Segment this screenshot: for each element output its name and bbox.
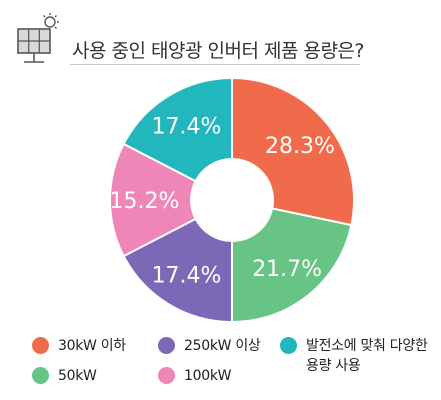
- legend-swatch-250kw: [158, 337, 175, 354]
- legend-item-100kw: 100kW: [158, 366, 231, 386]
- slice-various: [122, 76, 233, 183]
- legend-item-50kw: 50kW: [32, 366, 97, 386]
- data-label-30kw: 28.3%: [265, 134, 335, 159]
- legend-item-30kw: 30kW 이하: [32, 336, 126, 356]
- solar-panel-icon: [17, 13, 59, 63]
- legend-swatch-30kw: [32, 337, 49, 354]
- slice-50kw: [231, 207, 353, 324]
- data-label-50kw: 21.7%: [252, 257, 322, 282]
- legend-label-various: 발전소에 맞춰 다양한 용량 사용: [306, 338, 428, 374]
- data-label-various: 17.4%: [152, 114, 222, 139]
- donut-chart: 28.3% 21.7% 17.4% 15.2% 17.4%: [109, 76, 355, 324]
- slice-30kw: [231, 76, 355, 227]
- legend-swatch-various: [280, 337, 297, 354]
- legend-item-various: 발전소에 맞춰 다양한 용량 사용: [280, 336, 430, 376]
- chart-header: 사용 중인 태양광 인버터 제품 용량은?: [14, 12, 434, 72]
- legend-swatch-50kw: [32, 367, 49, 384]
- legend-label-30kw: 30kW 이하: [58, 338, 126, 354]
- legend-label-250kw: 250kW 이상: [184, 338, 261, 354]
- legend-label-50kw: 50kW: [58, 368, 97, 384]
- data-label-100kw: 15.2%: [110, 189, 180, 214]
- slice-250kw: [122, 217, 233, 324]
- title-underline: [70, 64, 360, 65]
- chart-title: 사용 중인 태양광 인버터 제품 용량은?: [72, 40, 364, 62]
- legend-label-100kw: 100kW: [184, 368, 232, 384]
- chart-legend: 30kW 이하 50kW 250kW 이상 100kW 발전소에 맞춰 다양한 …: [32, 332, 432, 392]
- slice-100kw: [109, 142, 197, 258]
- data-label-250kw: 17.4%: [152, 264, 222, 289]
- legend-item-250kw: 250kW 이상: [158, 336, 261, 356]
- legend-swatch-100kw: [158, 367, 175, 384]
